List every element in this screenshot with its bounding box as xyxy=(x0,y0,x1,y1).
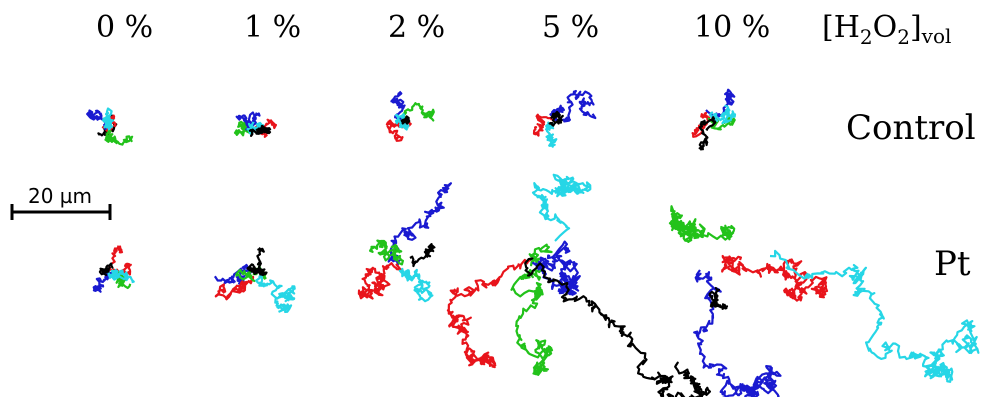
trajectory-control-2-cyan xyxy=(394,113,410,131)
trajectory-control-3-red xyxy=(532,113,553,137)
trajectory-pt-4-blue xyxy=(693,269,782,397)
trajectory-pt-2-red xyxy=(357,262,402,300)
trajectory-control-4-black xyxy=(698,116,717,151)
column-label-0: 0 % xyxy=(96,10,154,45)
trajectory-pt-3-red xyxy=(446,258,531,369)
column-label-4: 10 % xyxy=(694,10,771,45)
trajectory-pt-3-black xyxy=(524,257,711,397)
trajectory-pt-1-cyan xyxy=(255,275,296,313)
trajectory-layer xyxy=(86,88,980,397)
column-label-1: 1 % xyxy=(244,10,302,45)
concentration-label: [H2O2]vol xyxy=(822,10,952,49)
trajectory-control-4-blue xyxy=(705,88,736,118)
trajectory-control-2-black xyxy=(400,115,411,125)
trajectory-control-0-green xyxy=(104,129,134,146)
trajectory-pt-0-blue xyxy=(92,270,113,293)
trajectory-control-3-black xyxy=(548,110,564,127)
trajectory-control-1-black xyxy=(248,124,272,137)
trajectory-control-3-blue xyxy=(549,89,597,123)
trajectory-control-0-blue xyxy=(86,109,108,131)
row-label-pt: Pt xyxy=(934,244,971,284)
trajectory-pt-0-black xyxy=(98,262,114,277)
trajectory-pt-1-black xyxy=(246,247,268,277)
trajectory-pt-4-green xyxy=(668,205,736,243)
trajectory-control-0-cyan xyxy=(101,107,115,131)
trajectory-pt-0-cyan xyxy=(107,268,135,284)
trajectory-pt-4-black xyxy=(708,286,729,310)
trajectory-control-4-cyan xyxy=(708,104,737,125)
trajectory-control-1-blue xyxy=(235,111,261,131)
scale-bar-label: 20 µm xyxy=(28,184,93,208)
trajectory-pt-2-green xyxy=(369,239,404,266)
trajectory-pt-1-red xyxy=(214,275,255,301)
scale-bar xyxy=(10,204,112,220)
row-label-control: Control xyxy=(846,108,976,148)
column-label-3: 5 % xyxy=(542,10,600,45)
trajectory-pt-2-black xyxy=(409,243,436,268)
trajectory-pt-3-cyan xyxy=(531,173,592,242)
column-label-2: 2 % xyxy=(388,10,446,45)
trajectory-control-3-cyan xyxy=(545,121,558,148)
trajectory-pt-3-green xyxy=(510,243,554,376)
trajectory-control-1-green xyxy=(233,120,253,137)
trajectory-pt-4-cyan xyxy=(769,249,980,383)
trajectory-pt-2-cyan xyxy=(398,267,434,303)
trajectory-pt-4-red xyxy=(721,254,829,302)
